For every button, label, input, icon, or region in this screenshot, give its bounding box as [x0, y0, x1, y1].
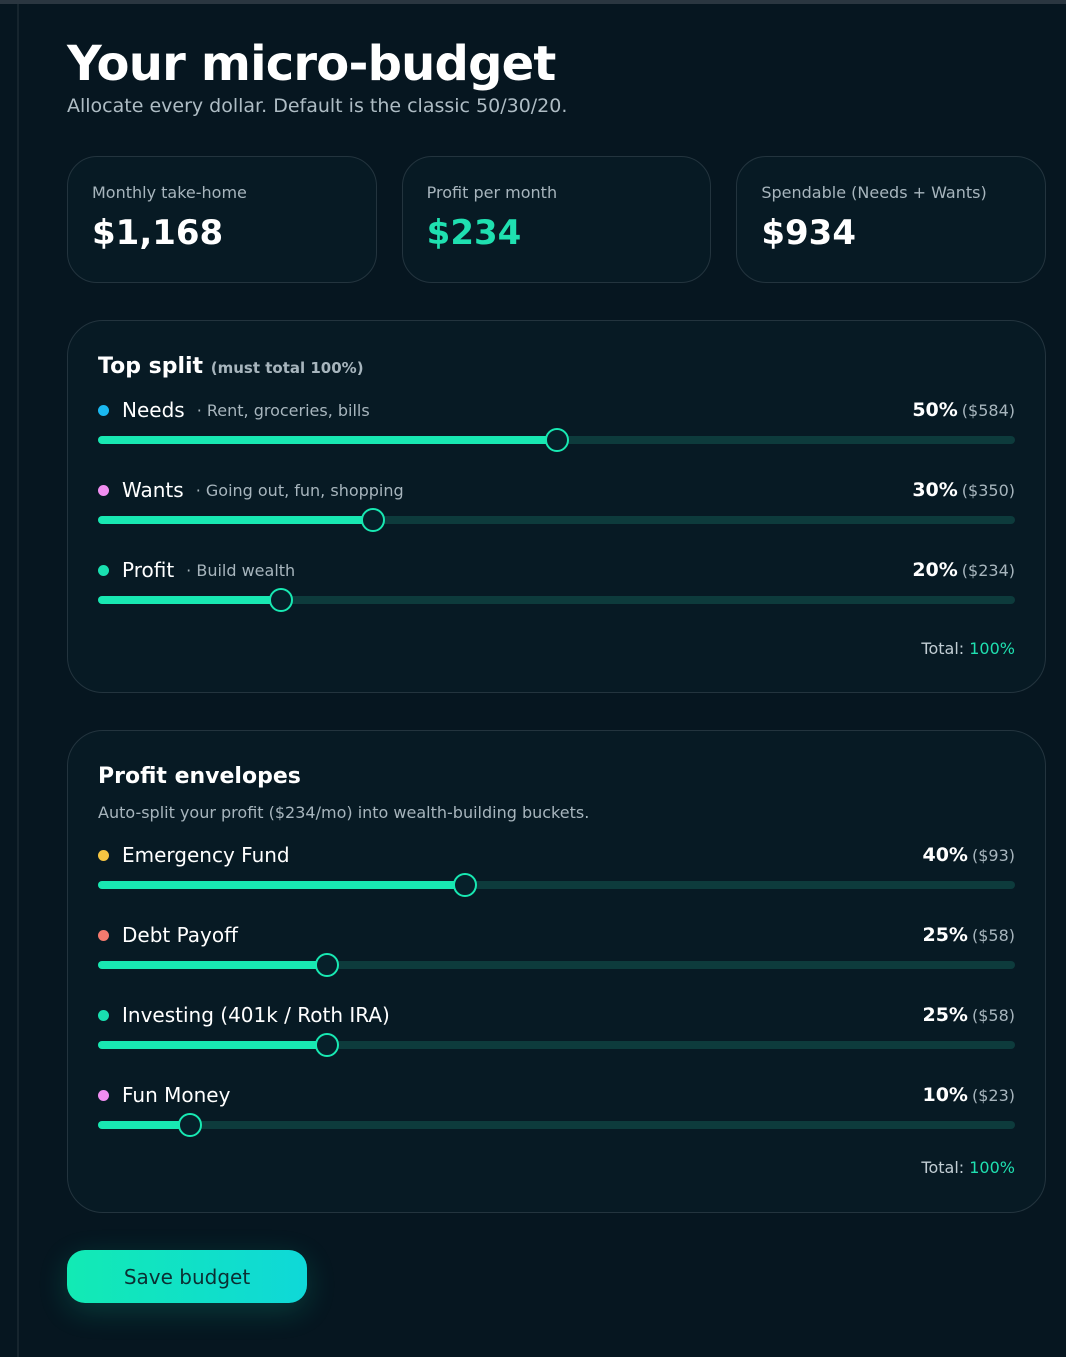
profit-slider[interactable] [98, 588, 1015, 612]
slider-fill [98, 881, 465, 889]
split-row-amount: ($350) [961, 481, 1015, 500]
split-row-value: 50% ($584) [912, 399, 1015, 421]
envelopes-total-label: Total: [921, 1158, 965, 1177]
stat-value: $934 [761, 213, 856, 253]
slider-fill [98, 1041, 328, 1049]
investing-color-dot [98, 1009, 109, 1021]
budget-page: Your micro-budget Allocate every dollar.… [67, 36, 1047, 1213]
stat-label: Spendable (Needs + Wants) [761, 183, 987, 202]
profit-envelopes-card: Profit envelopes Auto-split your profit … [67, 730, 1046, 1213]
envelope-row-investing: Investing (401k / Roth IRA) 25% ($58) [98, 1001, 1015, 1081]
split-row-amount: ($584) [961, 401, 1015, 420]
slider-thumb[interactable] [269, 588, 294, 612]
split-row-wants: Wants · Going out, fun, shopping 30% ($35… [98, 476, 1015, 556]
envelope-row-name: Debt Payoff [122, 923, 238, 947]
top-border [0, 0, 1066, 4]
envelope-row-value: 25% ($58) [922, 924, 1015, 946]
page-title: Your micro-budget [67, 36, 556, 92]
slider-thumb[interactable] [177, 1113, 202, 1137]
profit-color-dot [98, 564, 109, 576]
split-total-value: 100% [969, 639, 1015, 658]
envelope-row-percent: 25% [922, 1004, 968, 1026]
investing-slider[interactable] [98, 1033, 1015, 1057]
envelope-row-amount: ($93) [971, 846, 1015, 865]
wants-slider[interactable] [98, 508, 1015, 532]
top-split-title: Top split (must total 100%) [98, 353, 1015, 382]
envelope-row-debt-payoff: Debt Payoff 25% ($58) [98, 921, 1015, 1001]
slider-thumb[interactable] [315, 953, 340, 977]
split-total: Total: 100% [921, 639, 1015, 658]
envelope-row-value: 25% ($58) [922, 1004, 1015, 1026]
split-row-name: Wants [122, 478, 184, 502]
split-row-percent: 20% [912, 559, 958, 581]
stat-card-profit: Profit per month $234 [401, 156, 712, 283]
envelope-row-name: Fun Money [122, 1083, 231, 1107]
split-total-label: Total: [921, 639, 965, 658]
needs-slider[interactable] [98, 428, 1015, 452]
split-row-name: Profit [122, 558, 175, 582]
slider-fill [98, 516, 374, 524]
stat-card-take-home: Monthly take-home $1,168 [67, 156, 377, 283]
stat-card-spendable: Spendable (Needs + Wants) $934 [736, 156, 1047, 283]
stat-label: Monthly take-home [92, 183, 247, 202]
needs-color-dot [98, 404, 109, 416]
split-row-profit: Profit · Build wealth 20% ($234) [98, 556, 1015, 636]
envelope-row-percent: 10% [922, 1084, 968, 1106]
split-row-name: Needs [122, 398, 185, 422]
slider-fill [98, 596, 282, 604]
envelopes-total-value: 100% [969, 1158, 1015, 1177]
stat-label: Profit per month [426, 183, 558, 202]
split-row-note: · Build wealth [186, 560, 296, 580]
stat-value: $1,168 [92, 213, 224, 253]
envelopes-title: Profit envelopes [98, 764, 301, 789]
top-split-heading: Top split [98, 354, 204, 379]
envelope-row-percent: 25% [922, 924, 968, 946]
envelope-row-value: 10% ($23) [922, 1084, 1015, 1106]
split-row-percent: 30% [912, 479, 958, 501]
split-row-amount: ($234) [961, 561, 1015, 580]
envelope-row-amount: ($58) [971, 1006, 1015, 1025]
split-row-value: 20% ($234) [912, 559, 1015, 581]
envelope-row-fun-money: Fun Money 10% ($23) [98, 1081, 1015, 1161]
emergency-color-dot [98, 849, 109, 861]
envelope-row-value: 40% ($93) [922, 844, 1015, 866]
split-row-note: · Going out, fun, shopping [195, 480, 404, 500]
envelope-row-percent: 40% [922, 844, 968, 866]
envelopes-total: Total: 100% [921, 1158, 1015, 1177]
split-row-percent: 50% [912, 399, 958, 421]
split-row-value: 30% ($350) [912, 479, 1015, 501]
split-row-note: · Rent, groceries, bills [196, 400, 370, 420]
stat-value: $234 [426, 213, 522, 253]
slider-thumb[interactable] [315, 1033, 340, 1057]
envelope-row-name: Investing (401k / Roth IRA) [122, 1003, 390, 1027]
emergency-fund-slider[interactable] [98, 873, 1015, 897]
envelope-row-name: Emergency Fund [122, 843, 290, 867]
slider-fill [98, 1121, 190, 1129]
slider-thumb[interactable] [544, 428, 569, 452]
slider-thumb[interactable] [452, 873, 477, 897]
envelope-row-amount: ($58) [971, 926, 1015, 945]
slider-fill [98, 961, 328, 969]
slider-thumb[interactable] [361, 508, 386, 532]
top-split-card: Top split (must total 100%) Needs · Rent… [67, 320, 1046, 693]
envelopes-description: Auto-split your profit ($234/mo) into we… [98, 803, 590, 822]
slider-fill [98, 436, 557, 444]
page-subtitle: Allocate every dollar. Default is the cl… [67, 95, 568, 117]
envelope-row-emergency-fund: Emergency Fund 40% ($93) [98, 841, 1015, 921]
envelope-row-amount: ($23) [971, 1086, 1015, 1105]
fun-money-color-dot [98, 1089, 109, 1101]
save-budget-button[interactable]: Save budget [67, 1250, 307, 1303]
fun-money-slider[interactable] [98, 1113, 1015, 1137]
left-divider [17, 4, 19, 1357]
wants-color-dot [98, 484, 109, 496]
top-split-hint: (must total 100%) [210, 359, 364, 377]
debt-color-dot [98, 929, 109, 941]
debt-payoff-slider[interactable] [98, 953, 1015, 977]
stats-row: Monthly take-home $1,168 Profit per mont… [67, 156, 1047, 283]
split-row-needs: Needs · Rent, groceries, bills 50% ($584) [98, 396, 1015, 476]
